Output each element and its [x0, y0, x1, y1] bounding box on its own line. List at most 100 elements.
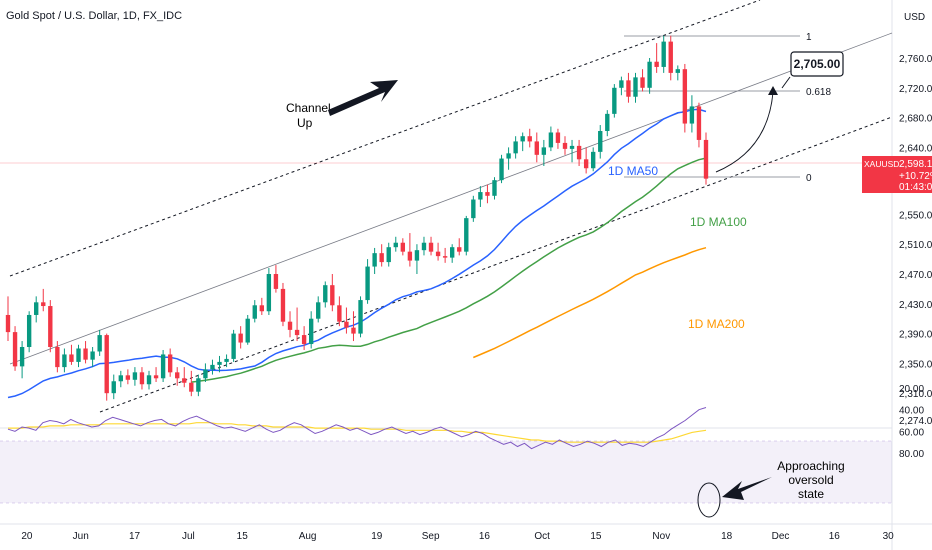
time-tick-label: Jul: [182, 531, 195, 542]
ma50-label: 1D MA50: [608, 164, 658, 178]
candle-body: [132, 372, 138, 380]
time-axis[interactable]: 20 Jun 17 Jul 15 Aug 19 Sep 16 Oct 15 Nov 18 Dec 16 30: [21, 531, 894, 542]
time-tick-label: 15: [590, 531, 602, 542]
channel-lower-line: [99, 116, 893, 413]
candle-body: [400, 242, 406, 252]
currency-label: USD: [904, 12, 925, 23]
candle-body: [252, 305, 257, 319]
price-tick-label: 2,550.00: [899, 210, 932, 221]
price-tick-label: 2,640.00: [899, 143, 932, 154]
candle-body: [576, 145, 582, 160]
candle-body: [337, 305, 342, 322]
target-arrowhead-icon: [768, 86, 778, 95]
candle-body: [583, 159, 589, 169]
candle-body: [605, 113, 610, 131]
candle-body: [19, 347, 25, 367]
candle-body: [675, 69, 680, 73]
candle-body: [167, 354, 173, 373]
candle-body: [478, 192, 483, 200]
candle-body: [238, 333, 243, 343]
candle-body: [548, 132, 554, 148]
candle-body: [513, 141, 518, 154]
rsi-tick-label: 80.00: [899, 449, 924, 460]
candle-body: [464, 218, 469, 252]
candle-body: [647, 61, 652, 88]
price-axis[interactable]: 2,760.002,720.002,680.002,640.002,590.00…: [899, 54, 932, 427]
price-tick-label: 2,470.00: [899, 270, 932, 281]
candle-body: [379, 253, 384, 263]
candle-body: [76, 348, 81, 362]
candles-group: [5, 35, 709, 401]
candle-body: [146, 375, 152, 385]
candle-body: [428, 242, 434, 252]
candle-body: [153, 375, 159, 379]
price-label-countdown: 01:43:01: [899, 182, 932, 193]
candle-body: [640, 77, 645, 88]
candle-body: [90, 351, 95, 360]
candle-body: [527, 136, 532, 142]
candle-body: [175, 372, 180, 379]
price-tick-label: 2,760.00: [899, 54, 932, 65]
rsi-tick-label: 40.00: [899, 406, 924, 417]
candle-body: [661, 41, 666, 67]
candle-body: [407, 251, 413, 261]
candle-body: [393, 242, 398, 248]
target-label: 2,705.00: [794, 57, 841, 71]
candle-body: [48, 306, 53, 348]
price-label-badge-right: [902, 156, 932, 193]
time-tick-label: 30: [883, 531, 895, 542]
candle-body: [520, 136, 525, 142]
fib-label-0618: 0.618: [806, 87, 831, 98]
candle-body: [26, 314, 32, 348]
rsi-axis[interactable]: 80.00 60.00 40.00 20.00: [899, 384, 924, 460]
candle-body: [245, 318, 250, 343]
candle-body: [203, 369, 208, 379]
candle-body: [358, 300, 363, 334]
candle-body: [668, 41, 673, 73]
candle-body: [5, 314, 11, 333]
candle-body: [139, 372, 145, 385]
candle-body: [62, 354, 67, 368]
candle-body: [189, 382, 194, 392]
candle-body: [619, 80, 624, 88]
candle-body: [224, 358, 229, 362]
price-tick-label: 2,310.00: [899, 389, 932, 400]
candle-body: [294, 329, 300, 336]
candle-body: [569, 145, 575, 149]
time-tick-label: Jun: [73, 531, 89, 542]
ma50-line: [7, 108, 707, 399]
candle-body: [344, 321, 349, 328]
channel-upper-line: [9, 0, 761, 277]
time-tick-label: 16: [479, 531, 491, 542]
candle-body: [69, 354, 74, 362]
target-connector: [781, 76, 791, 89]
candle-body: [471, 199, 476, 219]
candle-body: [316, 302, 321, 319]
oversold-label-line1: Approaching: [777, 459, 844, 473]
price-tick-label: 2,274.00: [899, 416, 932, 427]
time-tick-label: 17: [129, 531, 141, 542]
candle-body: [287, 321, 293, 330]
candle-body: [449, 247, 455, 258]
candle-body: [682, 69, 688, 124]
candle-body: [499, 158, 504, 181]
candle-body: [351, 327, 356, 334]
ma200-label: 1D MA200: [688, 317, 745, 331]
candle-body: [217, 361, 222, 365]
candle-body: [231, 333, 236, 359]
price-tick-label: 2,680.00: [899, 114, 932, 125]
oversold-arrow-icon: [722, 477, 772, 500]
time-tick-label: 15: [237, 531, 249, 542]
candle-body: [386, 247, 391, 263]
candle-body: [541, 147, 547, 155]
candle-body: [506, 153, 511, 159]
ma200-line: [473, 246, 707, 359]
oversold-label-line2: oversold: [788, 473, 833, 487]
rsi-tick-label: 20.00: [899, 384, 924, 395]
candle-body: [598, 130, 603, 152]
time-tick-label: 16: [829, 531, 841, 542]
candle-body: [34, 302, 39, 315]
candle-body: [301, 335, 307, 345]
